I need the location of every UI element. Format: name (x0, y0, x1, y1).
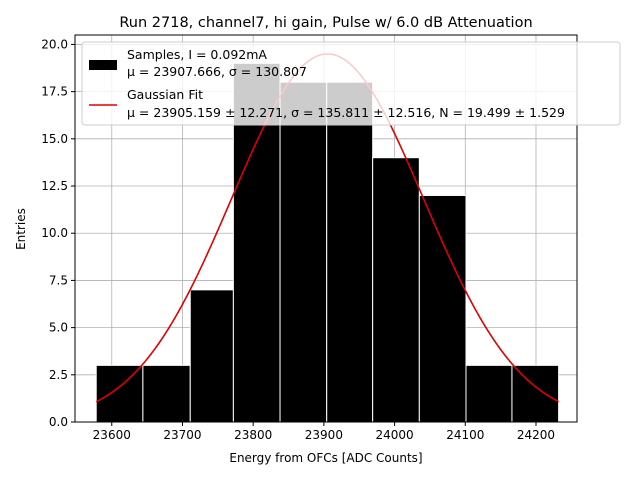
y-tick-label: 15.0 (41, 132, 68, 146)
histogram-bar (95, 364, 144, 423)
histogram-bar (189, 289, 234, 423)
chart-title: Run 2718, channel7, hi gain, Pulse w/ 6.… (119, 15, 532, 31)
y-tick-label: 7.5 (49, 273, 68, 287)
histogram-bar (279, 81, 328, 423)
y-tick-label: 0.0 (49, 415, 68, 429)
histogram-bar (326, 81, 374, 423)
x-tick-label: 24100 (446, 428, 484, 442)
x-tick-label: 23600 (93, 428, 131, 442)
plot-frame (74, 34, 578, 423)
legend: Samples, I = 0.092mA μ = 23907.666, σ = … (81, 41, 621, 126)
y-tick-label: 20.0 (41, 37, 68, 51)
x-tick-label: 23900 (305, 428, 343, 442)
y-axis-ticks: 0.0 2.5 5.0 7.5 10.0 12.5 15.0 17.5 20.0 (41, 37, 75, 429)
legend-fit-stats: μ = 23905.159 ± 12.271, σ = 135.811 ± 12… (127, 105, 565, 120)
y-tick-label: 12.5 (41, 179, 68, 193)
y-tick-label: 2.5 (49, 368, 68, 382)
legend-fit-label: Gaussian Fit (127, 87, 203, 102)
histogram-bar (465, 364, 513, 423)
histogram-bar (142, 364, 191, 423)
x-tick-label: 24000 (375, 428, 413, 442)
x-axis-label: Energy from OFCs [ADC Counts] (229, 451, 422, 465)
x-tick-label: 23700 (163, 428, 201, 442)
y-tick-label: 5.0 (49, 321, 68, 335)
histogram-bar (372, 157, 420, 423)
y-tick-label: 17.5 (41, 85, 68, 99)
x-axis-ticks: 23600 23700 23800 23900 24000 24100 24200 (93, 422, 555, 442)
legend-box (81, 41, 621, 126)
y-tick-label: 10.0 (41, 226, 68, 240)
y-axis-label: Entries (14, 208, 28, 250)
legend-histogram-label: Samples, I = 0.092mA (127, 47, 267, 62)
x-tick-label: 24200 (517, 428, 555, 442)
histogram-bar (511, 364, 560, 423)
legend-histogram-stats: μ = 23907.666, σ = 130.807 (127, 64, 307, 79)
histogram-bar (418, 194, 467, 423)
x-tick-label: 23800 (234, 428, 272, 442)
legend-histogram-swatch (89, 60, 117, 70)
